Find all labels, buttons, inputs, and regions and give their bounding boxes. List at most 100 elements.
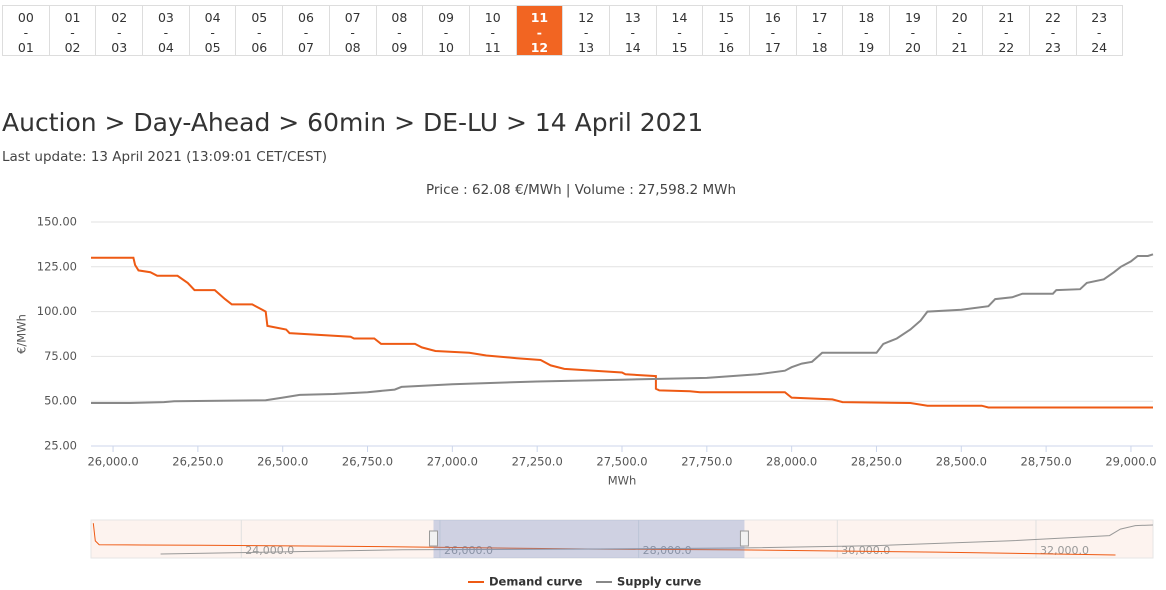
hour-tab[interactable]: 08-09 [375, 5, 423, 56]
hour-from: 07 [344, 10, 361, 25]
hour-tab[interactable]: 21-22 [982, 5, 1030, 56]
hour-separator: - [957, 25, 962, 40]
hour-separator: - [863, 25, 869, 40]
hour-separator: - [350, 25, 355, 40]
x-tick-label: 28,500.0 [936, 455, 987, 469]
hour-from: 18 [858, 10, 875, 25]
y-tick-label: 25.00 [44, 439, 77, 453]
hour-tab[interactable]: 19-20 [889, 5, 936, 56]
hour-tab[interactable]: 12-13 [562, 5, 609, 56]
hour-separator: - [70, 25, 75, 40]
hour-separator: - [163, 25, 169, 40]
hour-tab[interactable]: 07-08 [328, 5, 376, 56]
hour-separator: - [817, 25, 822, 40]
hour-from: 02 [111, 10, 128, 25]
hour-separator: - [1050, 25, 1056, 40]
hour-tab[interactable]: 13-14 [608, 5, 656, 56]
hour-from: 15 [718, 10, 735, 25]
hour-separator: - [536, 25, 542, 40]
x-axis-label: MWh [608, 474, 637, 488]
navigator-handle[interactable] [739, 530, 749, 547]
hour-separator: - [910, 25, 916, 40]
hour-tab[interactable]: 17-18 [795, 5, 843, 56]
hour-to: 14 [624, 40, 641, 55]
hour-tab[interactable]: 18-19 [842, 5, 890, 56]
hour-tabs: 00-01 01-02 02-03 03-04 04-05 05-06 06-07 07-08… [2, 5, 1123, 56]
hour-from: 21 [998, 10, 1015, 25]
hour-from: 10 [484, 10, 501, 25]
hour-separator: - [443, 25, 449, 40]
hour-tab[interactable]: 23-24 [1075, 5, 1123, 56]
hour-to: 24 [1091, 40, 1108, 55]
hour-tab[interactable]: 16-17 [749, 5, 796, 56]
hour-tab[interactable]: 22-23 [1029, 5, 1076, 56]
hour-separator: - [1096, 25, 1102, 40]
hour-from: 01 [64, 10, 81, 25]
x-tick-label: 27,250.0 [512, 455, 563, 469]
hour-separator: - [770, 25, 776, 40]
hour-to: 11 [484, 40, 501, 55]
x-tick-label: 26,250.0 [172, 455, 223, 469]
y-axis-label: €/MWh [15, 314, 29, 354]
hour-from: 00 [17, 10, 34, 25]
hour-separator: - [23, 25, 29, 40]
hour-separator: - [723, 25, 729, 40]
y-tick-label: 150.00 [37, 215, 77, 229]
hour-to: 12 [530, 40, 549, 55]
hour-tab[interactable]: 15-16 [702, 5, 749, 56]
legend-label[interactable]: Supply curve [617, 575, 702, 589]
hour-separator: - [1004, 25, 1009, 40]
hour-to: 13 [578, 40, 595, 55]
hour-from: 13 [624, 10, 641, 25]
hour-tab[interactable]: 20-21 [935, 5, 983, 56]
hour-tab[interactable]: 02-03 [95, 5, 143, 56]
hour-to: 05 [204, 40, 221, 55]
hour-tab[interactable]: 01-02 [48, 5, 96, 56]
y-tick-label: 75.00 [44, 349, 77, 363]
hour-separator: - [583, 25, 589, 40]
hour-from: 05 [251, 10, 268, 25]
hour-tab[interactable]: 06-07 [282, 5, 329, 56]
hour-to: 18 [811, 40, 828, 55]
hour-from: 04 [204, 10, 221, 25]
hour-tab[interactable]: 03-04 [142, 5, 189, 56]
hour-from: 12 [578, 10, 595, 25]
hour-to: 04 [157, 40, 174, 55]
hour-from: 23 [1091, 10, 1108, 25]
hour-to: 22 [998, 40, 1015, 55]
x-tick-label: 28,750.0 [1021, 455, 1072, 469]
hour-tab[interactable]: 10-11 [468, 5, 516, 56]
hour-tab[interactable]: 04-05 [188, 5, 236, 56]
series-line [91, 253, 1154, 404]
x-tick-label: 29,000.0 [1105, 455, 1156, 469]
navigator-selection[interactable] [433, 520, 745, 558]
navigator-tick-label: 28,000.0 [643, 544, 692, 557]
hour-to: 07 [298, 40, 314, 55]
navigator-handle[interactable] [429, 530, 439, 547]
navigator-tick-label: 30,000.0 [841, 544, 890, 557]
hour-from: 17 [811, 10, 828, 25]
series-line [91, 256, 1153, 409]
x-tick-label: 26,750.0 [342, 455, 393, 469]
hour-to: 09 [391, 40, 408, 55]
hour-from: 06 [298, 10, 314, 25]
hour-tab[interactable]: 11-12 [515, 5, 563, 56]
hour-tab[interactable]: 09-10 [422, 5, 469, 56]
hour-to: 10 [438, 40, 454, 55]
hour-to: 17 [764, 40, 781, 55]
hour-from: 03 [157, 10, 174, 25]
hour-to: 02 [64, 40, 81, 55]
chart-subtitle: Price : 62.08 €/MWh | Volume : 27,598.2 … [426, 182, 736, 198]
x-tick-label: 27,000.0 [427, 455, 478, 469]
hour-tab[interactable]: 05-06 [235, 5, 283, 56]
navigator-line [92, 523, 1116, 556]
hour-to: 01 [17, 40, 34, 55]
hour-tab[interactable]: 00-01 [2, 5, 49, 56]
navigator-line [160, 524, 1154, 555]
legend-label[interactable]: Demand curve [489, 575, 583, 589]
hour-to: 16 [718, 40, 735, 55]
y-tick-label: 100.00 [37, 304, 77, 318]
x-tick-label: 27,500.0 [596, 455, 647, 469]
hour-tab[interactable]: 14-15 [655, 5, 703, 56]
